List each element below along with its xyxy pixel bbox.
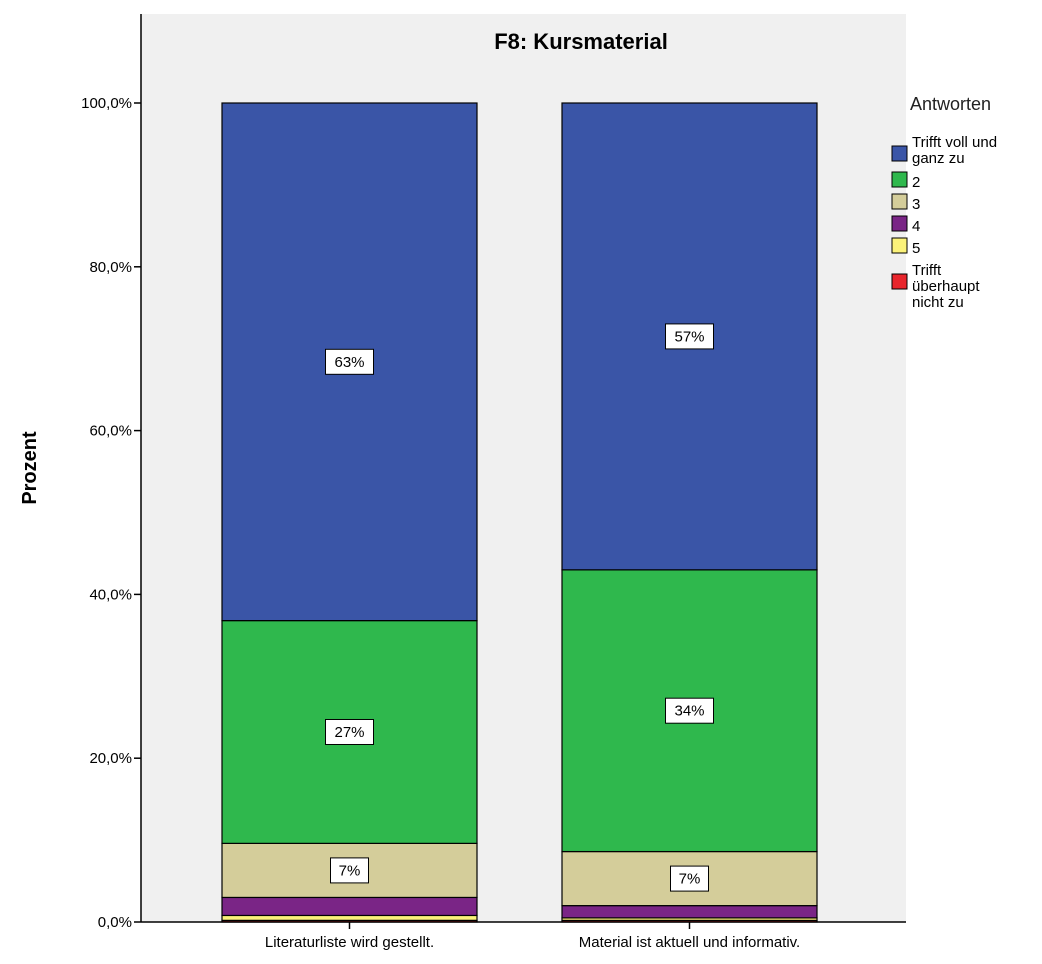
legend-swatch bbox=[891, 193, 908, 210]
data-labels-group: 63% 27% 7% 57% 34% 7% bbox=[325, 323, 714, 892]
data-label-box bbox=[325, 718, 374, 745]
legend-swatch bbox=[891, 145, 908, 162]
y-tick-label: 20,0% bbox=[89, 750, 132, 767]
y-axis-label: Prozent bbox=[19, 431, 41, 505]
bar-segment bbox=[221, 914, 478, 921]
axes-group: 0,0% 20,0% 40,0% 60,0% 80,0% 100,0% Literaturl… bbox=[81, 14, 906, 951]
x-tick-label: Literaturliste wird gestellt. bbox=[265, 934, 434, 951]
data-label-box bbox=[665, 697, 714, 724]
legend-label: Trifft voll und bbox=[912, 134, 997, 151]
y-tick-label: 0,0% bbox=[98, 914, 132, 931]
legend-swatch bbox=[891, 215, 908, 232]
legend-title: Antworten bbox=[910, 94, 991, 114]
y-tick-label: 60,0% bbox=[89, 423, 132, 440]
chart-title: F8: Kursmaterial bbox=[494, 29, 668, 54]
data-label: 27% bbox=[334, 724, 364, 741]
data-label-box bbox=[330, 857, 369, 884]
data-label-box bbox=[325, 348, 374, 375]
x-tick-label: Material ist aktuell und informativ. bbox=[579, 934, 800, 951]
data-label: 34% bbox=[674, 703, 704, 720]
data-label-box bbox=[665, 323, 714, 350]
y-tick-label: 80,0% bbox=[89, 259, 132, 276]
data-label: 7% bbox=[339, 862, 361, 879]
legend-label: Trifft bbox=[912, 262, 942, 279]
data-label-box bbox=[670, 865, 709, 892]
bar-segment bbox=[221, 896, 478, 917]
legend-label: ganz zu bbox=[912, 150, 965, 167]
legend-swatch bbox=[891, 237, 908, 254]
y-tick-label: 40,0% bbox=[89, 586, 132, 603]
data-label: 63% bbox=[334, 354, 364, 371]
data-label: 7% bbox=[679, 871, 701, 888]
data-label: 57% bbox=[674, 328, 704, 345]
legend-swatch bbox=[891, 171, 908, 188]
legend-label: 5 bbox=[912, 240, 920, 257]
legend-label: 2 bbox=[912, 174, 920, 191]
y-tick-label: 100,0% bbox=[81, 95, 132, 112]
legend-swatch bbox=[891, 273, 908, 290]
bar-segment bbox=[561, 905, 818, 919]
legend-label: 4 bbox=[912, 218, 920, 235]
legend-label: 3 bbox=[912, 196, 920, 213]
legend-label: überhaupt bbox=[912, 278, 980, 295]
legend-label: nicht zu bbox=[912, 294, 964, 311]
